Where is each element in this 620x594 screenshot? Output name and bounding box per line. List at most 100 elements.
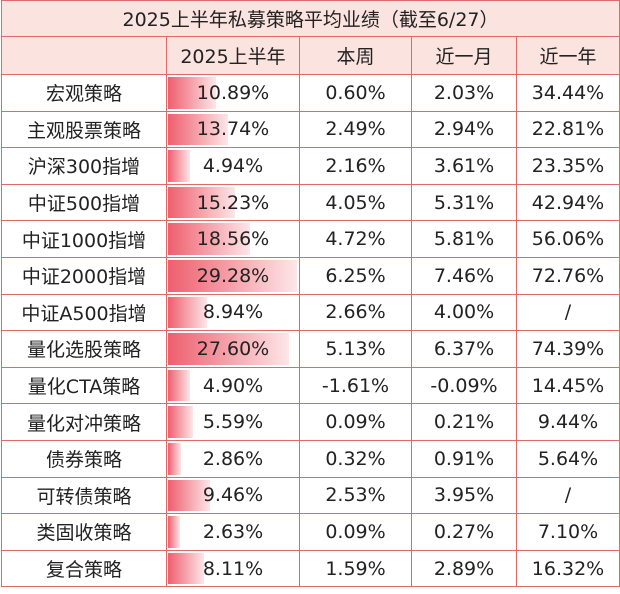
- data-bar: [168, 113, 229, 146]
- cell-text: 复合策略: [45, 559, 122, 582]
- cell: -0.09%: [411, 366, 517, 405]
- cell: 7.10%: [516, 513, 620, 551]
- cell-text: 22.81%: [531, 118, 605, 141]
- data-bar: [168, 369, 190, 402]
- cell: -1.61%: [299, 366, 412, 405]
- cell: 2.94%: [411, 110, 517, 149]
- cell-text: 2.66%: [325, 301, 386, 324]
- cell-text: 主观股票策略: [26, 119, 141, 142]
- cell-text: 27.60%: [196, 337, 270, 360]
- cell-text: 6.37%: [433, 337, 495, 360]
- row-label: 宏观策略: [1, 74, 167, 112]
- cell-text: 2.89%: [433, 557, 495, 580]
- row-label: 复合策略: [1, 549, 167, 588]
- cell: 0.32%: [299, 439, 412, 478]
- cell-text: -0.09%: [430, 374, 498, 397]
- cell: 2.89%: [411, 549, 517, 588]
- cell-text: 4.05%: [325, 191, 386, 214]
- cell: 5.31%: [411, 183, 517, 222]
- cell-text: 9.46%: [202, 484, 264, 507]
- header-cell: 近一月: [411, 36, 517, 75]
- row-label: 可转债策略: [1, 476, 167, 515]
- cell: 2.86%: [166, 439, 300, 478]
- cell: 5.81%: [411, 220, 517, 258]
- cell-text: 类固收策略: [36, 522, 132, 545]
- cell-text: 沪深300指增: [27, 156, 141, 179]
- row-label: 沪深300指增: [1, 147, 167, 185]
- cell: 8.94%: [166, 293, 300, 332]
- cell-text: 4.90%: [202, 374, 264, 397]
- cell-text: 34.44%: [531, 81, 605, 104]
- cell-text: 5.64%: [537, 447, 599, 470]
- data-bar: [168, 552, 204, 585]
- cell-text: 8.11%: [202, 557, 264, 580]
- cell: 8.11%: [166, 549, 300, 588]
- data-bar: [168, 77, 216, 109]
- cell: 4.72%: [299, 220, 412, 258]
- cell: 0.27%: [411, 513, 517, 551]
- cell-text: 中证2000指增: [21, 266, 147, 289]
- cell: 10.89%: [166, 74, 300, 112]
- header-cell: 2025上半年: [166, 36, 300, 75]
- cell: 5.64%: [516, 439, 620, 478]
- cell-text: 2.16%: [325, 154, 386, 177]
- table-row: 可转债策略 9.46% 2.53% 3.95% /: [1, 476, 620, 515]
- cell: 4.00%: [411, 293, 517, 332]
- cell-text: 15.23%: [196, 191, 270, 214]
- cell: 2.16%: [299, 147, 412, 185]
- row-label: 量化CTA策略: [1, 366, 167, 405]
- data-bar: [168, 442, 181, 475]
- cell-text: 8.94%: [202, 301, 264, 324]
- row-label: 主观股票策略: [1, 110, 167, 149]
- cell-text: 4.00%: [433, 301, 495, 324]
- header-row: 2025上半年 本周 近一月 近一年: [1, 36, 620, 75]
- cell-text: 16.32%: [531, 557, 605, 580]
- cell: 2.03%: [411, 74, 517, 112]
- cell-text: 0.32%: [325, 447, 386, 470]
- cell: 27.60%: [166, 330, 300, 368]
- cell: 15.23%: [166, 183, 300, 222]
- cell: 74.39%: [516, 330, 620, 368]
- header-cell: 近一年: [516, 36, 620, 75]
- cell: 0.09%: [299, 513, 412, 551]
- cell: 3.95%: [411, 476, 517, 515]
- data-bar: [168, 296, 208, 329]
- cell-text: 7.46%: [433, 264, 495, 287]
- cell: 5.13%: [299, 330, 412, 368]
- data-bar: [168, 516, 180, 548]
- cell: 4.90%: [166, 366, 300, 405]
- table-row: 量化选股策略 27.60% 5.13% 6.37% 74.39%: [1, 330, 620, 368]
- table-row: 沪深300指增 4.94% 2.16% 3.61% 23.35%: [1, 147, 620, 185]
- cell: 2.53%: [299, 476, 412, 515]
- cell-text: 量化对冲策略: [26, 412, 141, 435]
- cell-text: 72.76%: [531, 264, 605, 287]
- cell-text: 0.60%: [325, 81, 386, 104]
- cell-text: 18.56%: [196, 228, 270, 251]
- cell-text: 5.31%: [433, 191, 495, 214]
- cell-text: 宏观策略: [45, 83, 122, 106]
- cell-text: 56.06%: [531, 228, 605, 251]
- table-row: 中证1000指增 18.56% 4.72% 5.81% 56.06%: [1, 220, 620, 258]
- cell: 0.91%: [411, 439, 517, 478]
- row-label: 中证A500指增: [1, 293, 167, 332]
- cell-text: 2.49%: [325, 118, 386, 141]
- cell-text: 4.94%: [202, 154, 264, 177]
- cell: 0.21%: [411, 403, 517, 441]
- cell: 5.59%: [166, 403, 300, 441]
- cell-text: 3.95%: [433, 484, 495, 507]
- cell-text: 0.91%: [433, 447, 495, 470]
- table-row: 量化对冲策略 5.59% 0.09% 0.21% 9.44%: [1, 403, 620, 441]
- cell: 2.49%: [299, 110, 412, 149]
- cell-text: 4.72%: [325, 228, 386, 251]
- data-bar: [168, 186, 235, 219]
- data-bar: [168, 150, 190, 182]
- cell: 0.09%: [299, 403, 412, 441]
- cell-text: 0.21%: [433, 411, 495, 434]
- cell: 6.25%: [299, 256, 412, 295]
- cell-text: 10.89%: [196, 81, 270, 104]
- cell: 22.81%: [516, 110, 620, 149]
- table-row: 债券策略 2.86% 0.32% 0.91% 5.64%: [1, 439, 620, 478]
- cell: 34.44%: [516, 74, 620, 112]
